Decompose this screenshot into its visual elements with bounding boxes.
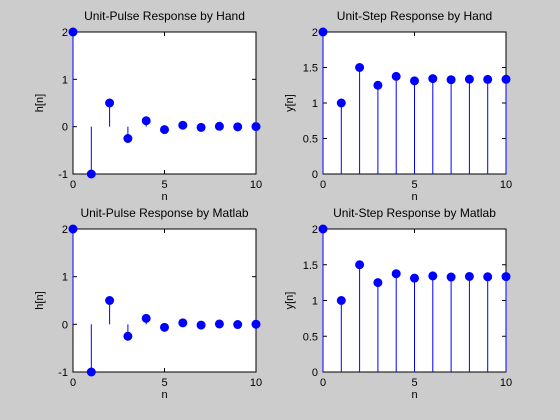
stem-marker (428, 271, 438, 281)
stem-marker (355, 63, 365, 72)
stem-marker (141, 116, 151, 126)
stem-marker (233, 122, 243, 132)
x-tick-label: 10 (250, 377, 262, 389)
subplot-title: Unit-Pulse Response by Matlab (80, 206, 248, 220)
stem-marker (68, 27, 78, 37)
y-tick-label: 1.5 (303, 260, 318, 272)
y-tick-label: 1 (62, 272, 68, 284)
stem-marker (391, 71, 401, 81)
y-axis-label: h[n] (34, 94, 46, 112)
x-axis-label: n (411, 389, 417, 401)
y-tick-label: 2 (312, 224, 318, 236)
stem-marker (178, 318, 188, 328)
y-tick-label: 1 (312, 98, 318, 110)
stem-marker (251, 122, 261, 132)
x-tick-label: 10 (500, 377, 512, 389)
y-tick-label: 0.5 (303, 134, 318, 146)
stem-marker (214, 121, 224, 131)
x-tick-label: 0 (320, 377, 326, 389)
x-tick-label: 0 (320, 179, 326, 191)
stem-marker (86, 169, 96, 179)
y-tick-label: 2 (62, 224, 68, 236)
y-tick-label: 1 (312, 296, 318, 308)
stem-marker (336, 296, 346, 305)
stem-marker (178, 120, 188, 130)
stem-marker (355, 260, 365, 270)
y-tick-label: -1 (58, 367, 68, 379)
y-tick-label: 1 (62, 74, 68, 86)
stem-marker (196, 320, 206, 330)
stem-marker (501, 272, 511, 282)
stem-marker (464, 271, 474, 281)
y-tick-label: 2 (312, 27, 318, 39)
stem-marker (123, 331, 133, 341)
stem-marker (251, 319, 261, 329)
x-tick-label: 5 (161, 377, 167, 389)
x-tick-label: 10 (500, 179, 512, 191)
x-axis-label: n (411, 191, 417, 203)
y-tick-label: -1 (58, 169, 68, 181)
stem-marker (105, 98, 115, 108)
stem-marker (68, 224, 78, 234)
stem-marker (391, 269, 401, 279)
stem-marker (214, 319, 224, 329)
stem-marker (373, 80, 383, 90)
subplot-title: Unit-Step Response by Hand (337, 9, 492, 23)
stem-marker (160, 125, 169, 135)
subplot-title: Unit-Pulse Response by Hand (84, 9, 245, 23)
x-tick-label: 5 (161, 179, 167, 191)
stem-marker (196, 122, 206, 132)
plot-area (72, 228, 257, 373)
stem-marker (410, 76, 419, 86)
stem-marker (373, 278, 383, 288)
y-tick-label: 0 (312, 169, 318, 181)
stem-marker (123, 134, 133, 143)
y-axis-label: y[n] (284, 94, 296, 112)
stem-marker (483, 74, 493, 84)
x-axis-label: n (161, 389, 167, 401)
subplot-2: 0 5 10 0 0.5 1 1.5 2 Unit-Step Response by Hand n… (284, 9, 512, 203)
stem-marker (483, 272, 493, 282)
x-tick-label: 10 (250, 179, 262, 191)
stem-marker (464, 74, 474, 84)
subplot-4: 0 5 10 0 0.5 1 1.5 2 Unit-Step Response by Matla… (284, 206, 512, 401)
stem-marker (233, 320, 243, 330)
stem-marker (446, 272, 456, 282)
stem-marker (501, 74, 511, 84)
stem-marker (428, 74, 438, 84)
x-tick-label: 0 (70, 179, 76, 191)
stem-marker (318, 27, 328, 37)
stem-marker (410, 273, 419, 283)
y-tick-label: 1.5 (303, 63, 318, 75)
subplot-title: Unit-Step Response by Matlab (333, 206, 496, 220)
x-tick-label: 5 (411, 377, 417, 389)
stem-marker (141, 313, 151, 323)
stem-marker (446, 75, 456, 85)
x-tick-label: 5 (411, 179, 417, 191)
y-tick-label: 0 (62, 319, 68, 331)
stem-marker (105, 296, 115, 305)
stem-marker (336, 98, 346, 108)
y-tick-label: 0.5 (303, 331, 318, 343)
plot-area (72, 31, 257, 175)
x-tick-label: 0 (70, 377, 76, 389)
stem-marker (160, 322, 169, 332)
y-tick-label: 2 (62, 27, 68, 39)
y-axis-label: h[n] (34, 291, 46, 309)
stem-marker (318, 224, 328, 234)
x-axis-label: n (161, 191, 167, 203)
stem-marker (86, 367, 96, 377)
y-tick-label: 0 (312, 367, 318, 379)
y-axis-label: y[n] (284, 292, 296, 310)
y-tick-label: 0 (62, 122, 68, 134)
